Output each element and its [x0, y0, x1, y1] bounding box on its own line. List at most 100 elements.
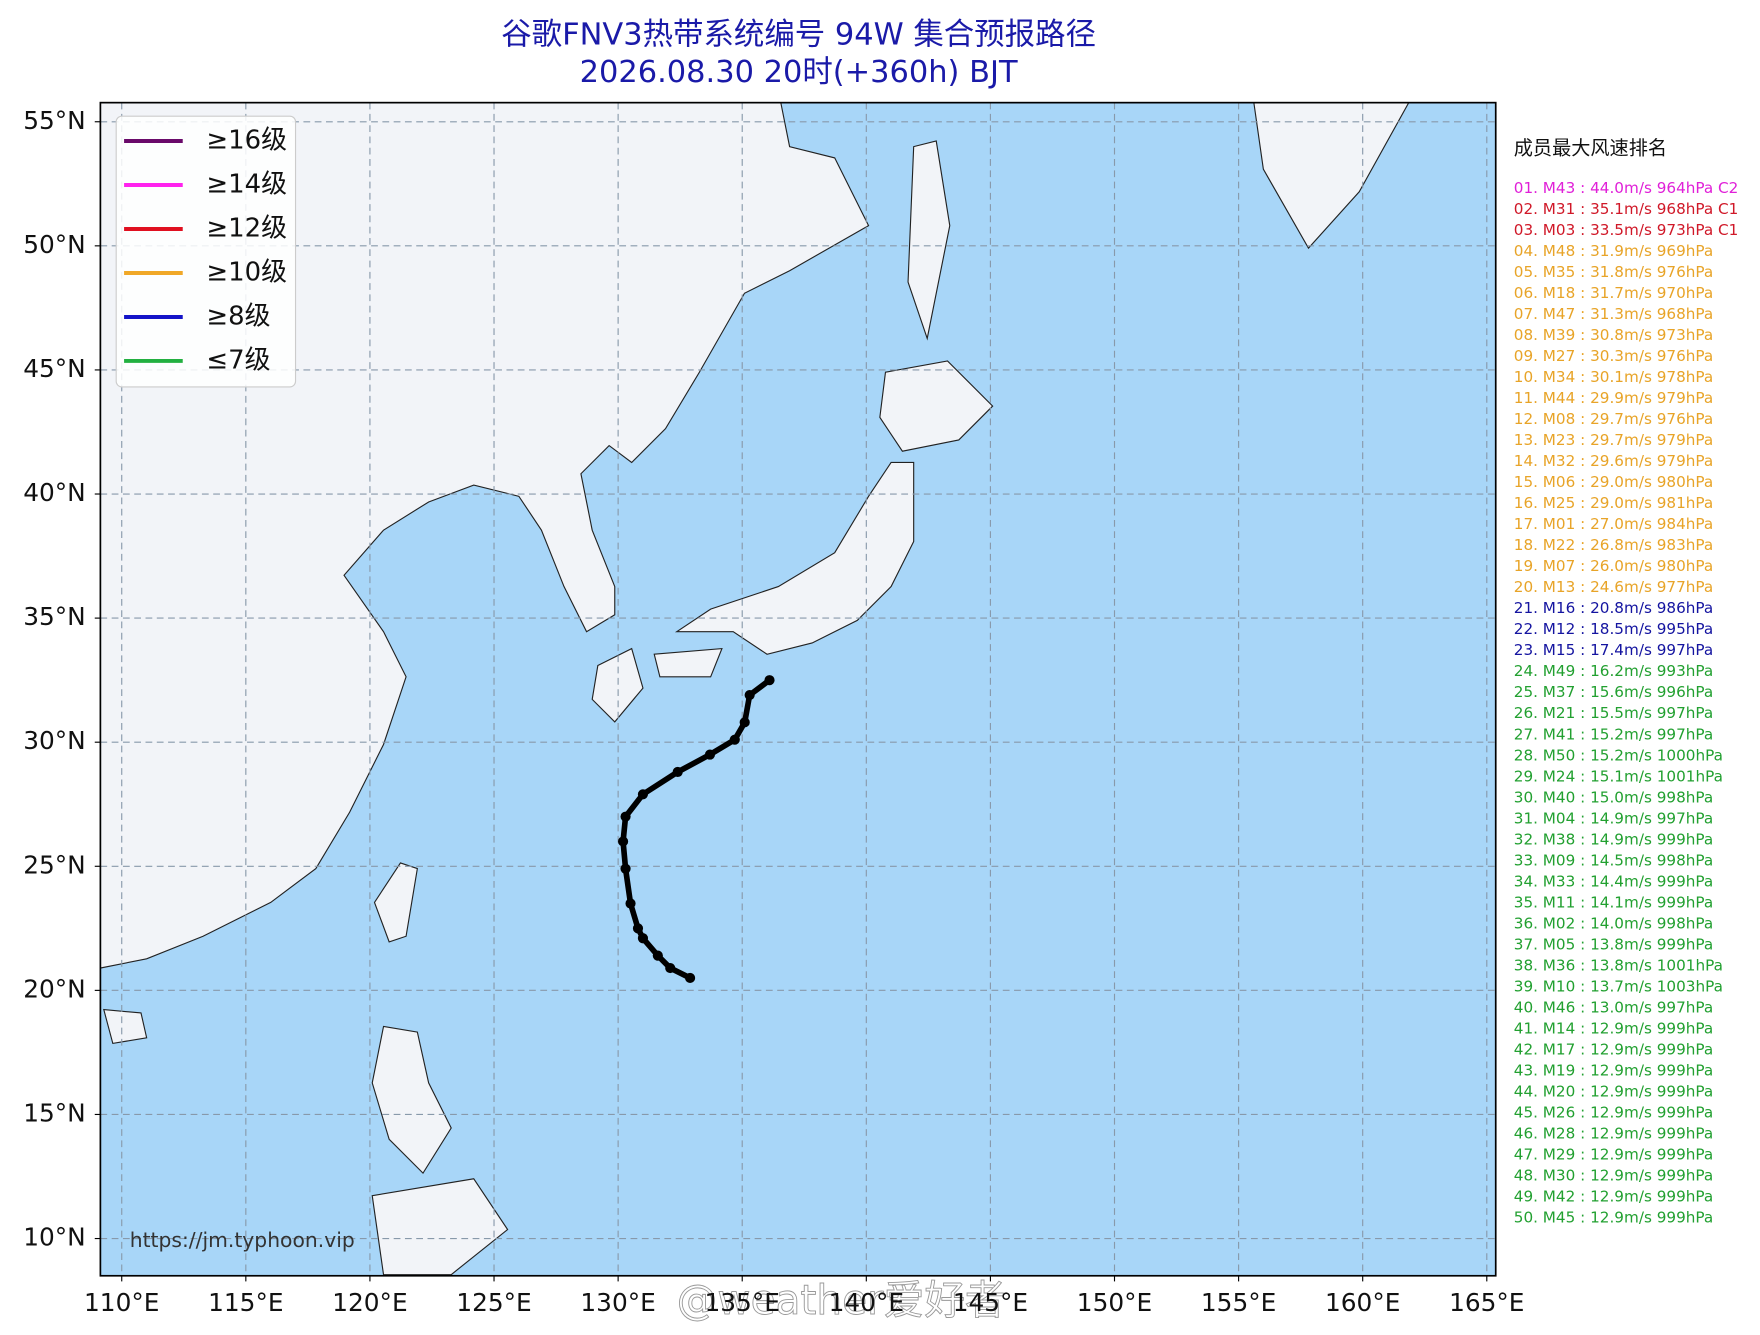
ranking-item: 18. M22 : 26.8m/s 983hPa — [1514, 536, 1713, 554]
x-tick-label: 130°E — [580, 1288, 655, 1317]
ranking-item: 27. M41 : 15.2m/s 997hPa — [1514, 725, 1713, 743]
ranking-item: 29. M24 : 15.1m/s 1001hPa — [1514, 767, 1723, 785]
track-point — [729, 734, 740, 745]
ranking-item: 49. M42 : 12.9m/s 999hPa — [1514, 1188, 1713, 1206]
ranking-item: 33. M09 : 14.5m/s 998hPa — [1514, 851, 1713, 869]
legend-label: ≥10级 — [206, 257, 287, 287]
legend-label: ≥14级 — [206, 169, 287, 199]
ranking-item: 30. M40 : 15.0m/s 998hPa — [1514, 788, 1713, 806]
shikoku — [653, 647, 723, 678]
track-point — [652, 950, 663, 961]
x-tick-label: 140°E — [829, 1288, 904, 1317]
ranking-item: 25. M37 : 15.6m/s 996hPa — [1514, 683, 1713, 701]
kyushu — [591, 647, 644, 723]
legend-label: ≥16级 — [206, 126, 287, 156]
track-point — [665, 962, 676, 974]
track-point — [739, 717, 750, 728]
x-tick-label: 145°E — [953, 1288, 1028, 1317]
ranking-item: 41. M14 : 12.9m/s 999hPa — [1514, 1019, 1713, 1037]
track-point — [764, 675, 775, 686]
ranking-item: 04. M48 : 31.9m/s 969hPa — [1514, 242, 1713, 260]
ranking-item: 07. M47 : 31.3m/s 968hPa — [1514, 305, 1713, 323]
ranking-item: 20. M13 : 24.6m/s 977hPa — [1514, 578, 1713, 596]
kamchatka — [1253, 102, 1410, 250]
ranking-item: 28. M50 : 15.2m/s 1000hPa — [1514, 746, 1723, 764]
y-tick-label: 40°N — [23, 478, 86, 507]
y-tick-label: 50°N — [23, 230, 86, 259]
ranking-item: 37. M05 : 13.8m/s 999hPa — [1514, 935, 1713, 953]
map-frame — [99, 101, 1497, 1277]
ranking-item: 39. M10 : 13.7m/s 1003hPa — [1514, 977, 1723, 995]
ranking-item: 16. M25 : 29.0m/s 981hPa — [1514, 494, 1713, 512]
track-point — [620, 811, 631, 822]
ranking-item: 38. M36 : 13.8m/s 1001hPa — [1514, 956, 1723, 974]
ranking-item: 35. M11 : 14.1m/s 999hPa — [1514, 893, 1713, 911]
y-tick-label: 25°N — [23, 850, 86, 879]
ranking: 成员最大风速排名 01. M43 : 44.0m/s 964hPa C2 02. … — [1514, 136, 1739, 1226]
ranking-item: 08. M39 : 30.8m/s 973hPa — [1514, 326, 1713, 344]
ranking-item: 32. M38 : 14.9m/s 999hPa — [1514, 830, 1713, 848]
x-tick-label: 125°E — [456, 1288, 531, 1317]
x-tick-label: 110°E — [84, 1288, 159, 1317]
x-tick-label: 120°E — [332, 1288, 407, 1317]
y-tick-label: 15°N — [23, 1098, 86, 1127]
honshu — [674, 461, 915, 655]
track-point — [625, 898, 636, 909]
legend-label: ≥12级 — [206, 213, 287, 243]
ranking-item: 01. M43 : 44.0m/s 964hPa C2 — [1514, 179, 1739, 197]
hainan — [103, 1008, 148, 1045]
watermark: @weather爱好者 — [677, 1276, 1006, 1324]
ranking-item: 19. M07 : 26.0m/s 980hPa — [1514, 557, 1713, 575]
tracks — [618, 675, 775, 984]
y-tick-label: 35°N — [23, 602, 86, 631]
x-tick-label: 165°E — [1449, 1288, 1524, 1317]
y-tick-label: 20°N — [23, 974, 86, 1003]
ranking-item: 02. M31 : 35.1m/s 968hPa C1 — [1514, 200, 1739, 218]
track-point — [637, 789, 649, 800]
track-point — [637, 933, 649, 944]
y-tick-label: 30°N — [23, 726, 86, 755]
y-tick-label: 45°N — [23, 354, 86, 383]
ranking-item: 46. M28 : 12.9m/s 999hPa — [1514, 1125, 1713, 1143]
track-point — [704, 749, 716, 760]
ranking-item: 12. M08 : 29.7m/s 976hPa — [1514, 410, 1713, 428]
ranking-item: 05. M35 : 31.8m/s 976hPa — [1514, 263, 1713, 281]
ranking-item: 48. M30 : 12.9m/s 999hPa — [1514, 1167, 1713, 1185]
track-point — [632, 923, 644, 934]
ranking-item: 14. M32 : 29.6m/s 979hPa — [1514, 452, 1713, 470]
chart-subtitle: 2026.08.30 20时(+360h) BJT — [580, 55, 1018, 90]
x-tick-label: 155°E — [1201, 1288, 1276, 1317]
ranking-item: 44. M20 : 12.9m/s 999hPa — [1514, 1083, 1713, 1101]
root: ≥16级 ≥14级 ≥12级 ≥10级 ≥8级 ≤7级 谷歌FNV3热带系统编号 94W … — [23, 18, 1739, 1325]
luzon — [371, 1025, 452, 1175]
ranking-item: 15. M06 : 29.0m/s 980hPa — [1514, 473, 1713, 491]
source-url: https://jm.typhoon.vip — [130, 1228, 355, 1252]
ranking-item: 26. M21 : 15.5m/s 997hPa — [1514, 704, 1713, 722]
ranking-item: 17. M01 : 27.0m/s 984hPa — [1514, 515, 1713, 533]
track-point — [672, 766, 683, 778]
ranking-item: 23. M15 : 17.4m/s 997hPa — [1514, 641, 1713, 659]
legend-label: ≤7级 — [206, 345, 270, 375]
ranking-item: 10. M34 : 30.1m/s 978hPa — [1514, 368, 1713, 386]
x-tick-label: 150°E — [1077, 1288, 1152, 1317]
ranking-item: 21. M16 : 20.8m/s 986hPa — [1514, 599, 1713, 617]
y-tick-label: 55°N — [23, 106, 86, 135]
ranking-item: 47. M29 : 12.9m/s 999hPa — [1514, 1146, 1713, 1164]
track-point — [620, 863, 631, 874]
sakhalin — [907, 140, 951, 341]
ranking-item: 22. M12 : 18.5m/s 995hPa — [1514, 620, 1713, 638]
track-point — [618, 836, 629, 847]
ranking-item: 34. M33 : 14.4m/s 999hPa — [1514, 872, 1713, 890]
taiwan — [373, 862, 418, 943]
ranking-item: 40. M46 : 13.0m/s 997hPa — [1514, 998, 1713, 1016]
ranking-item: 11. M44 : 29.9m/s 979hPa — [1514, 389, 1713, 407]
x-tick-label: 160°E — [1325, 1288, 1400, 1317]
visayas — [371, 1178, 509, 1276]
legend-label: ≥8级 — [206, 301, 270, 331]
chart-title: 谷歌FNV3热带系统编号 94W 集合预报路径 — [501, 18, 1096, 53]
ranking-item: 03. M03 : 33.5m/s 973hPa C1 — [1514, 221, 1739, 239]
ranking-item: 45. M26 : 12.9m/s 999hPa — [1514, 1104, 1713, 1122]
ranking-item: 24. M49 : 16.2m/s 993hPa — [1514, 662, 1713, 680]
x-tick-label: 115°E — [208, 1288, 283, 1317]
